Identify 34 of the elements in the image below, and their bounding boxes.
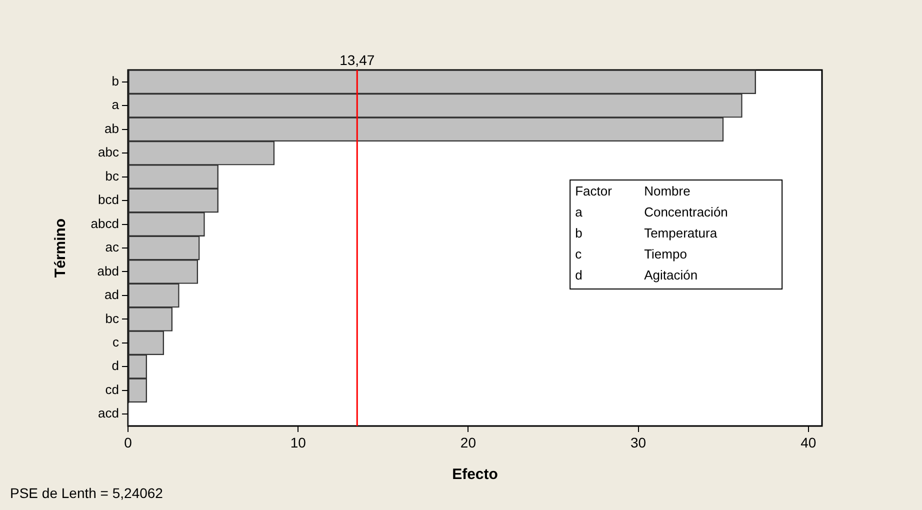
annotation: a [575,204,584,220]
annotation: Agitación [644,268,698,283]
y-tick-label: abc [98,144,120,160]
annotation: b [575,226,582,241]
y-tick-label: cd [105,382,119,397]
ref-line-label: 13,47 [340,52,375,68]
x-tick-label: 20 [460,434,476,450]
annotation: d [575,268,582,283]
x-axis-title: Efecto [452,466,498,484]
y-tick-label: abd [97,263,119,278]
y-tick-label: bc [105,168,120,184]
y-tick-label: ab [104,120,119,136]
y-tick-label: b [112,73,119,88]
y-tick-label: ad [104,287,119,302]
y-tick-label: ac [105,240,120,255]
annotation: c [575,246,582,262]
y-tick-label: acd [98,406,119,421]
text: PSE de Lenth = 5,24062 [10,485,164,501]
y-tick-label: a [112,97,120,112]
y-axis-title: Término [52,218,70,278]
x-tick-label: 10 [290,434,306,450]
x-tick-label: 30 [630,434,646,450]
annotation: Nombre [644,184,690,199]
y-tick-label: bcd [98,192,119,208]
y-tick-label: d [112,358,119,374]
annotation: Concentración [644,204,728,220]
annotation: Factor [575,184,613,199]
x-tick-label: 0 [124,434,132,450]
y-tick-label: bc [105,310,120,326]
annotation: Temperatura [644,226,718,241]
y-tick-label: abcd [90,216,119,231]
x-tick-label: 40 [800,434,816,450]
annotation: Tiempo [644,246,687,262]
y-tick-label: c [112,334,120,350]
